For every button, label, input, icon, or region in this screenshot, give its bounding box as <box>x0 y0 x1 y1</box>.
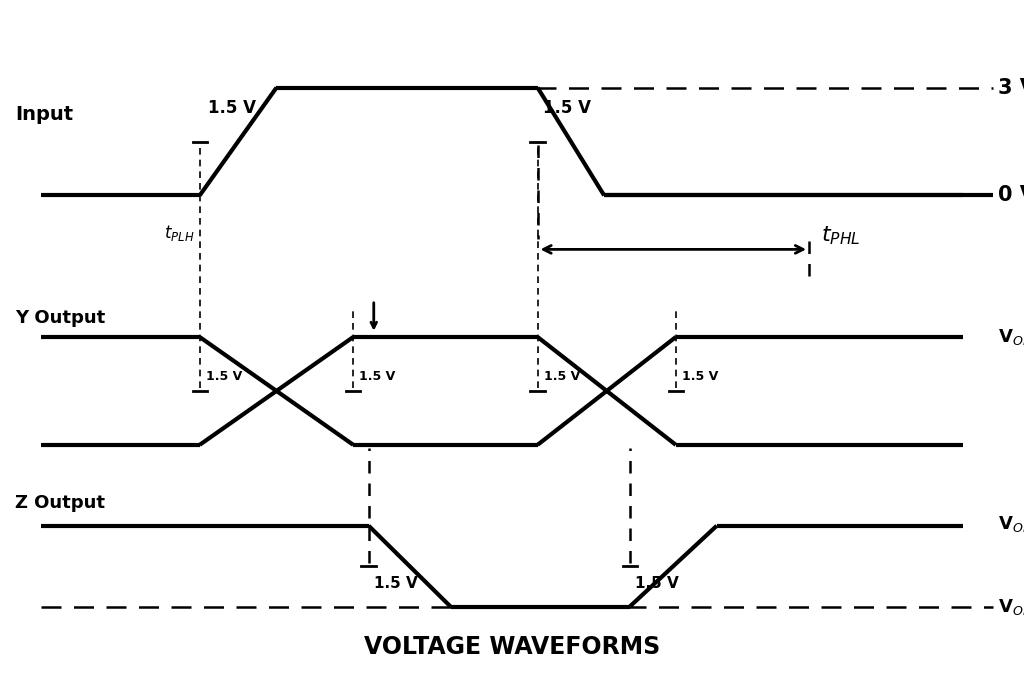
Text: V$_{OH}$: V$_{OH}$ <box>998 327 1024 347</box>
Text: 1.5 V: 1.5 V <box>359 370 395 383</box>
Text: $t_{PLH}$: $t_{PLH}$ <box>164 222 195 243</box>
Text: VOLTAGE WAVEFORMS: VOLTAGE WAVEFORMS <box>364 635 660 659</box>
Text: 3 V: 3 V <box>998 78 1024 98</box>
Text: 1.5 V: 1.5 V <box>635 576 679 591</box>
Text: Z Output: Z Output <box>15 494 105 512</box>
Text: $t_{PHL}$: $t_{PHL}$ <box>821 224 861 247</box>
Text: Y Output: Y Output <box>15 309 105 327</box>
Text: 1.5 V: 1.5 V <box>544 370 580 383</box>
Text: 1.5 V: 1.5 V <box>374 576 418 591</box>
Text: 0 V: 0 V <box>998 185 1024 206</box>
Text: 1.5 V: 1.5 V <box>206 370 242 383</box>
Text: 1.5 V: 1.5 V <box>543 99 591 117</box>
Text: V$_{OH}$: V$_{OH}$ <box>998 514 1024 534</box>
Text: V$_{OL}$: V$_{OL}$ <box>998 596 1024 617</box>
Text: 1.5 V: 1.5 V <box>682 370 718 383</box>
Text: Input: Input <box>15 105 74 124</box>
Text: 1.5 V: 1.5 V <box>208 99 256 117</box>
